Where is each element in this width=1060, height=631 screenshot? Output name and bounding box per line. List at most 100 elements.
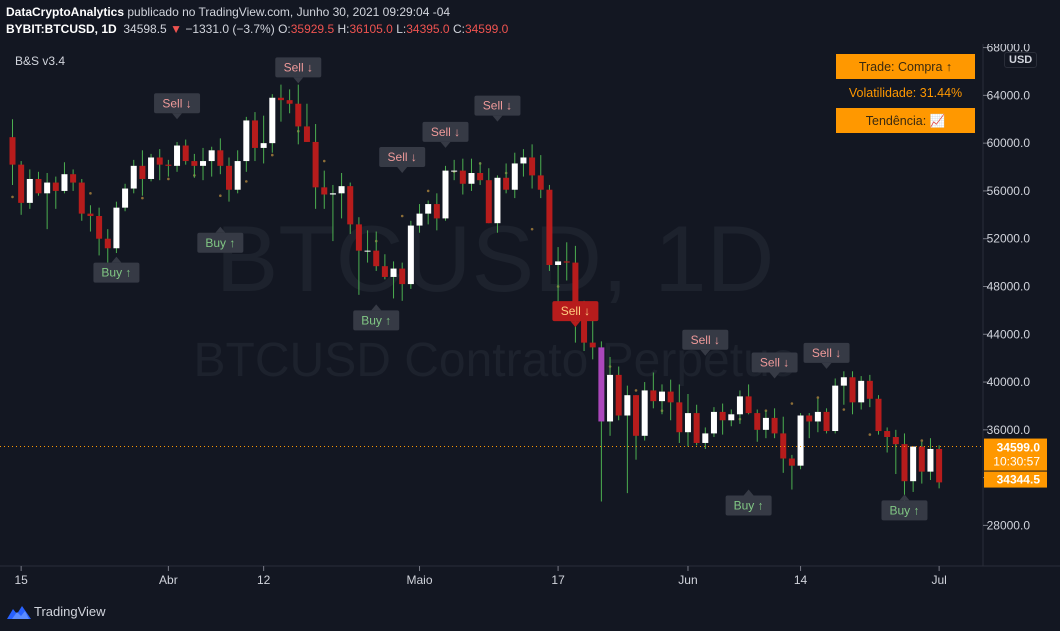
sell-signal: Sell ↓ (154, 93, 201, 120)
candle-body (165, 164, 172, 166)
trend-dot (868, 433, 872, 436)
candle-body (44, 182, 51, 194)
signal-label: Sell ↓ (691, 333, 720, 347)
trend-dot (920, 439, 924, 442)
candle-body (425, 204, 432, 214)
x-tick-label: 17 (551, 573, 565, 587)
candle-body (676, 402, 683, 433)
trend-box (836, 108, 975, 133)
candle-body (18, 164, 25, 203)
candle-body (373, 250, 380, 267)
candle-body (693, 413, 700, 443)
trend-dot (167, 177, 170, 181)
signal-pointer (899, 494, 910, 501)
candle-body (520, 157, 527, 164)
candle-body (96, 216, 103, 239)
candle-body (572, 262, 579, 304)
candle-body (702, 433, 709, 443)
watermark: BTCUSD, 1D BTCUSD Contrato Perpétuo (194, 206, 797, 387)
candle-body (407, 225, 414, 285)
candle-body (615, 374, 622, 416)
trend-dot (271, 153, 274, 157)
candle-body (823, 411, 830, 432)
candle-body (459, 170, 466, 184)
candle-body (191, 161, 198, 166)
candle-body (684, 413, 691, 433)
candle-body (329, 193, 336, 195)
sell-signal: Sell ↓ (474, 95, 521, 122)
signal-box (275, 57, 322, 78)
candle-body (936, 448, 943, 483)
close-value: 34599.0 (464, 22, 509, 36)
indicator-name[interactable]: B&S v3.4 (15, 54, 65, 68)
signal-label: Buy ↑ (205, 236, 235, 250)
candle-body (633, 395, 640, 436)
candle-body (148, 157, 155, 179)
signal-pointer (397, 167, 408, 174)
candle-body (26, 178, 33, 203)
candle-body (910, 446, 917, 482)
time-axis[interactable]: 15 Abr 12 Maio 17 Jun 14 Jul (14, 566, 947, 587)
signal-box (154, 93, 201, 114)
low-label: L: (396, 22, 407, 36)
candle-body (840, 377, 847, 386)
candle-body (814, 411, 821, 422)
trend-dot (790, 402, 794, 405)
candle-body (563, 261, 570, 263)
y-tick-label: 36000.0 (987, 423, 1031, 437)
candle-body (659, 391, 665, 402)
tradingview-brand[interactable]: TradingView (34, 604, 106, 619)
candle-body (338, 186, 345, 194)
sell-signal: Sell ↓ (422, 121, 469, 148)
signal-box (93, 262, 140, 283)
candle-body (875, 398, 882, 432)
candle-body (849, 377, 856, 403)
tradingview-logo-icon[interactable] (7, 605, 31, 619)
candle-body (277, 97, 284, 101)
y-tick-label: 56000.0 (987, 184, 1031, 198)
candle-body (650, 390, 657, 402)
buy-signal: Buy ↑ (93, 256, 140, 283)
x-tick-label: 14 (794, 573, 808, 587)
candle-body (174, 145, 181, 166)
candle-body (295, 103, 302, 127)
candles (9, 84, 943, 514)
trend-dot (816, 396, 820, 399)
candle-body (226, 165, 232, 190)
trend-dot (400, 214, 404, 218)
trade-box (836, 54, 975, 79)
symbol-label[interactable]: BYBIT:BTCUSD, 1D (6, 22, 117, 36)
watermark-line1: BTCUSD, 1D (216, 206, 775, 311)
price-axis[interactable]: 28000.032000.036000.040000.044000.048000… (983, 44, 1030, 532)
candle-body (728, 414, 735, 421)
y-tick-label: 28000.0 (987, 518, 1031, 532)
candle-body (442, 170, 449, 219)
currency-button[interactable]: USD (1004, 52, 1038, 68)
candle-body (503, 177, 510, 190)
trend-dot (426, 189, 430, 193)
candle-body (806, 415, 813, 422)
signal-label: Sell ↓ (561, 304, 590, 318)
candle-body (892, 436, 899, 445)
candle-body (918, 446, 925, 472)
trend-dot (530, 227, 534, 231)
author-name[interactable]: DataCryptoAnalytics (6, 5, 125, 19)
indicator-price-value: 34344.5 (997, 473, 1041, 487)
high-label: H: (337, 22, 350, 36)
candle-body (641, 390, 648, 436)
candle-body (667, 391, 674, 403)
candle-body (156, 157, 163, 165)
signal-labels: Buy ↑ Sell ↓ Buy ↑ Sell ↓ Buy ↑ Sell ↓ Sell ↓ S… (93, 57, 928, 521)
sell-signal: Sell ↓ (552, 301, 599, 328)
signal-label: Buy ↑ (361, 313, 391, 327)
price-change: −1331.0 (−3.7%) (185, 22, 275, 36)
trend-dot (11, 195, 14, 199)
signal-label: Sell ↓ (812, 346, 841, 360)
candle-body (269, 97, 276, 144)
trend-dot (89, 192, 92, 195)
price-chart[interactable]: BTCUSD, 1D BTCUSD Contrato Perpétuo B&S … (0, 44, 1060, 597)
candle-body (555, 261, 562, 265)
candle-body (485, 180, 492, 224)
candle-body (598, 347, 605, 422)
buy-signal: Buy ↑ (197, 226, 244, 253)
